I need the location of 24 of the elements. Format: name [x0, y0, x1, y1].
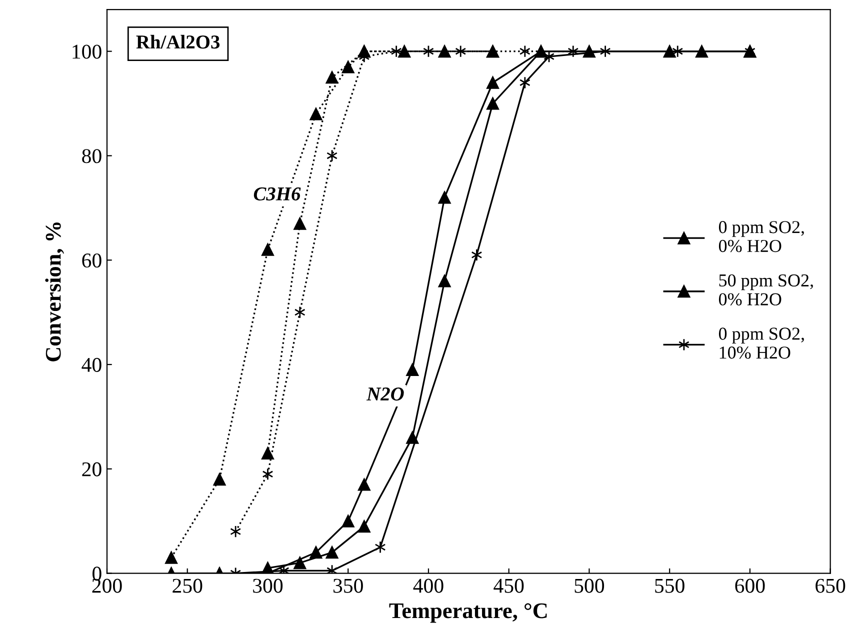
x-axis-title: Temperature, °C	[389, 603, 547, 623]
x-tick-label: 250	[172, 578, 202, 593]
legend-label: 50 ppm SO2, 0% H2O	[718, 274, 813, 306]
x-tick-label: 300	[253, 578, 283, 593]
x-tick-label: 400	[413, 578, 444, 593]
y-tick-label: 60	[82, 253, 102, 268]
x-tick-label: 650	[816, 578, 846, 593]
annotation: Rh/Al2O3	[136, 34, 220, 49]
x-tick-label: 200	[92, 578, 122, 593]
x-tick-label: 550	[655, 578, 684, 593]
annotation: N2O	[366, 388, 404, 401]
y-tick-label: 0	[92, 566, 102, 581]
y-tick-label: 40	[82, 358, 102, 372]
y-tick-label: 100	[72, 44, 102, 59]
y-tick-label: 80	[82, 149, 102, 164]
y-axis-title: Conversion, %	[45, 222, 64, 362]
x-tick-label: 350	[333, 578, 363, 593]
x-tick-label: 600	[735, 578, 765, 593]
annotation: C3H6	[254, 187, 301, 200]
legend-label: 0 ppm SO2, 0% H2O	[718, 221, 804, 252]
legend-label: 0 ppm SO2, 10% H2O	[718, 328, 804, 359]
y-tick-label: 20	[82, 462, 102, 476]
x-tick-label: 450	[494, 578, 524, 593]
x-tick-label: 500	[574, 578, 604, 593]
